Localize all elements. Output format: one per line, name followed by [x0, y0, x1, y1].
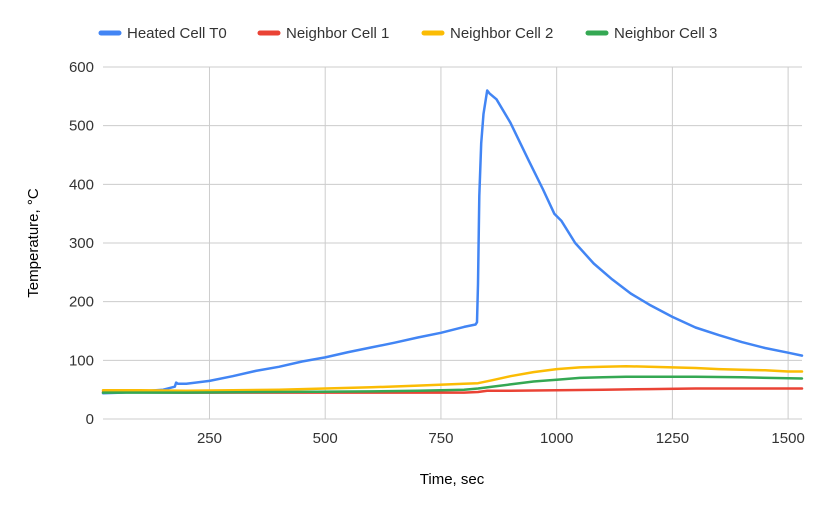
legend-item[interactable]: Neighbor Cell 1 [257, 25, 389, 42]
x-tick-label: 1250 [656, 430, 689, 447]
series-lines [101, 89, 804, 395]
y-tick-label: 500 [69, 118, 94, 135]
legend-label: Neighbor Cell 1 [286, 25, 389, 42]
tick-labels: 0 100 200 300 400 500 600 250 500 750 1000 1250 1500 [69, 59, 805, 447]
gridlines [103, 66, 802, 420]
x-tick-label: 250 [197, 430, 222, 447]
series-line-neighbor-cell-2 [101, 364, 804, 393]
x-tick-label: 1500 [771, 430, 804, 447]
y-tick-label: 100 [69, 352, 94, 369]
y-tick-label: 400 [69, 176, 94, 193]
series-line-heated-cell-t0 [101, 89, 804, 395]
x-axis-title: Time, sec [420, 471, 485, 488]
x-tick-label: 750 [428, 430, 453, 447]
legend-item[interactable]: Neighbor Cell 3 [585, 25, 717, 42]
y-tick-label: 600 [69, 59, 94, 76]
legend-label: Heated Cell T0 [127, 25, 227, 42]
legend-item[interactable]: Neighbor Cell 2 [421, 25, 553, 42]
y-tick-label: 300 [69, 235, 94, 252]
legend-label: Neighbor Cell 3 [614, 25, 717, 42]
legend: Heated Cell T0 Neighbor Cell 1 Neighbor Ce… [98, 25, 717, 42]
x-tick-label: 1000 [540, 430, 573, 447]
y-tick-label: 0 [86, 411, 94, 428]
series-line-neighbor-cell-3 [101, 375, 804, 394]
x-tick-label: 500 [313, 430, 338, 447]
y-axis-title: Temperature, °C [25, 188, 42, 298]
y-tick-label: 200 [69, 294, 94, 311]
legend-item[interactable]: Heated Cell T0 [98, 25, 227, 42]
legend-label: Neighbor Cell 2 [450, 25, 553, 42]
